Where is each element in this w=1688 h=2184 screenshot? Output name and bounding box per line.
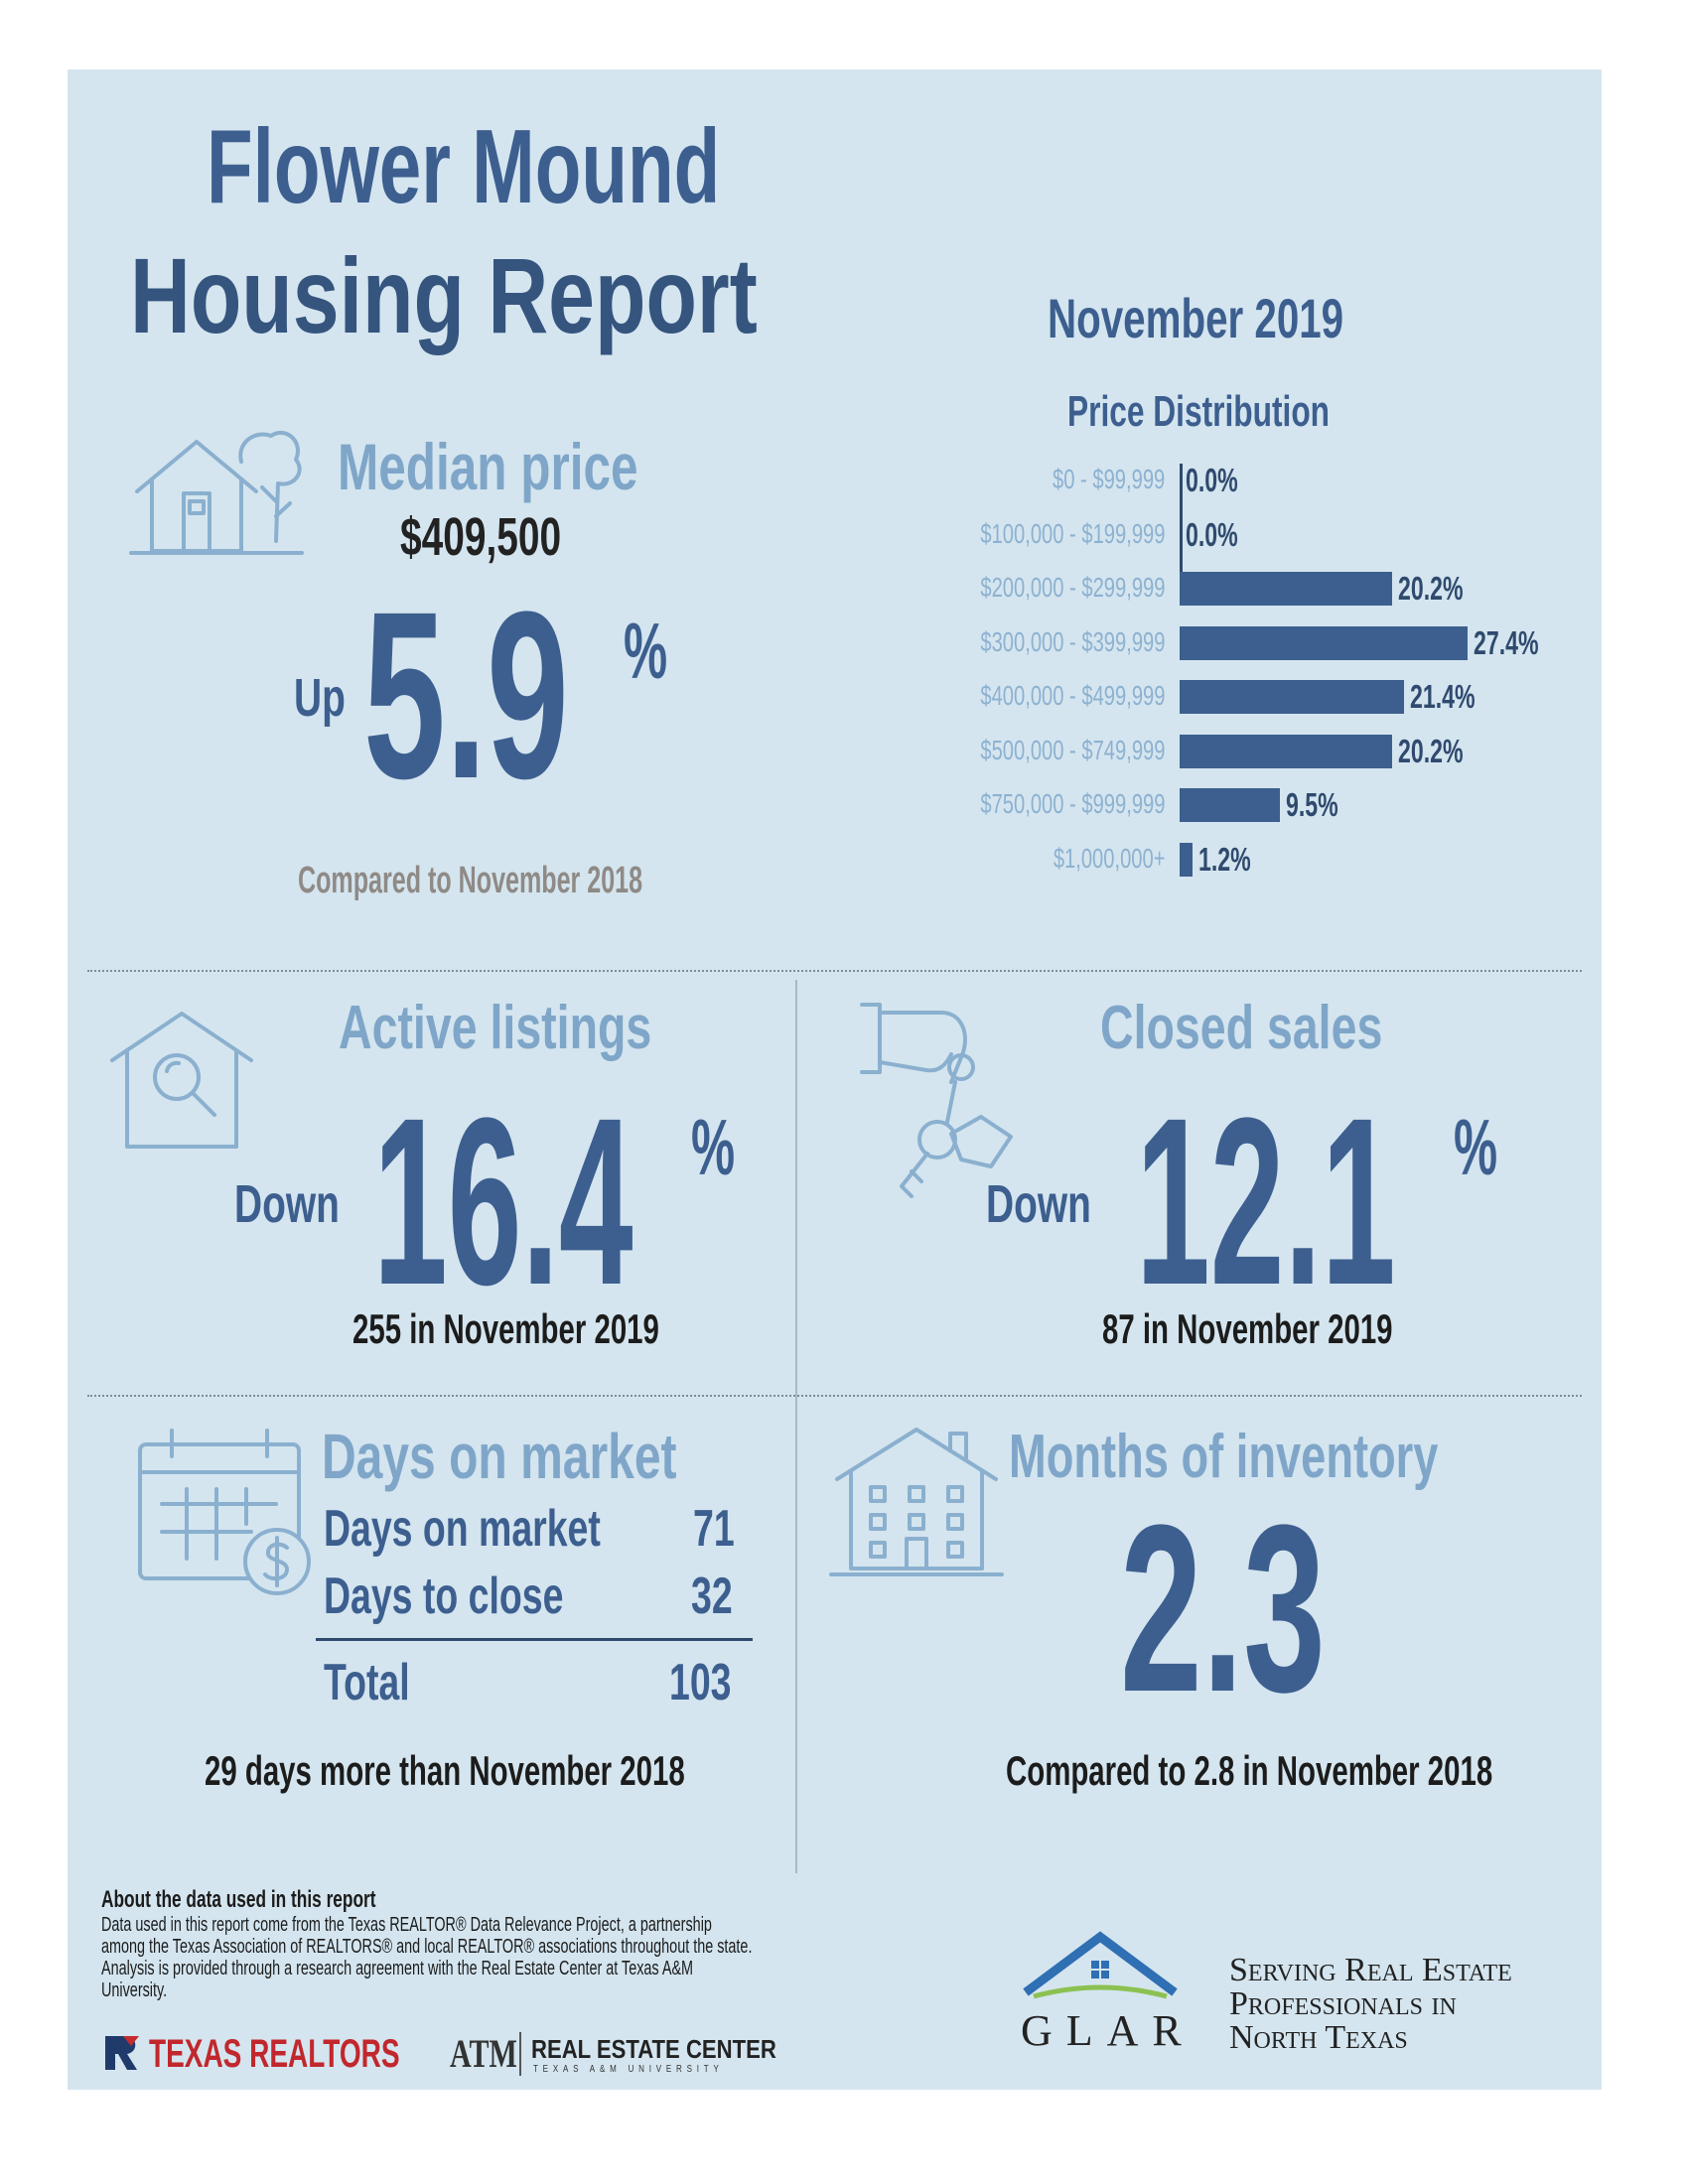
inventory-heading: Months of inventory [1009,1423,1439,1491]
townhouse-icon [829,1428,1004,1576]
house-search-icon [110,1012,253,1149]
texas-realtors-wordmark: TEXAS REALTORS [149,2032,400,2076]
chart-title: Price Distribution [1067,387,1331,436]
dom-row1-value: 71 [693,1500,735,1558]
tamu-separator [519,2032,521,2076]
inventory-value: 2.3 [1120,1475,1326,1741]
active-change-unit: % [691,1103,736,1191]
house-tree-icon [129,431,304,555]
chart-value-label: 27.4% [1474,623,1539,661]
chart-bar [1180,572,1392,606]
tamu-mark: ATM [450,2031,517,2076]
closed-change-unit: % [1454,1103,1498,1191]
glar-wordmark: GLAR [1021,2006,1196,2055]
active-detail: 255 in November 2019 [352,1305,659,1352]
title-line2: Housing Report [130,235,758,355]
chart-category-label: $100,000 - $199,999 [979,517,1165,549]
glar-tagline-line2: Professionals in [1229,1985,1457,2022]
title-line1: Flower Mound [207,108,721,225]
chart-value-label: 20.2% [1397,732,1464,769]
chart-bar [1180,788,1280,822]
median-change-value: 5.9 [363,562,569,828]
closed-sales-heading: Closed sales [1100,994,1383,1062]
rec-wordmark: REAL ESTATE CENTER [531,2034,776,2064]
chart-value-label: 0.0% [1186,515,1238,553]
dom-total-label: Total [324,1654,410,1711]
calendar-dollar-icon [138,1429,311,1595]
chart-bar [1180,842,1193,877]
dom-total-value: 103 [669,1654,732,1711]
chart-category-label: $1,000,000+ [1053,842,1165,874]
glar-tagline-line3: North Texas [1229,2019,1408,2056]
glar-house-logo-icon [1023,1931,1178,1999]
closed-change-value: 12.1 [1136,1068,1396,1334]
divider-top [87,970,1582,972]
tamu-logo: ATM REAL ESTATE CENTER TEXAS A&M UNIVERS… [450,2030,777,2080]
chart-category-label: $300,000 - $399,999 [979,625,1165,657]
chart-value-label: 9.5% [1285,786,1338,823]
chart-category-label: $400,000 - $499,999 [979,680,1165,711]
chart-value-label: 21.4% [1410,678,1476,715]
median-direction: Up [294,668,346,728]
chart-value-label: 20.2% [1397,570,1464,607]
glar-tagline: Serving Real Estate Professionals in Nor… [1229,1954,1512,2055]
active-direction: Down [234,1174,340,1234]
chart-axis [1180,464,1183,572]
divider-middle [87,1395,1582,1397]
divider-vertical [795,980,797,1873]
dom-row2-value: 32 [691,1568,733,1625]
report-card: Flower Mound Housing Report November 201… [68,69,1602,2090]
hand-keys-icon [860,1003,1013,1198]
median-comparison: Compared to November 2018 [298,860,643,901]
active-change-value: 16.4 [373,1068,633,1334]
dom-row2-label: Days to close [324,1568,564,1625]
dom-heading: Days on market [322,1421,677,1492]
report-period: November 2019 [1048,287,1344,349]
median-price-heading: Median price [338,430,638,503]
closed-detail: 87 in November 2019 [1102,1305,1393,1352]
price-distribution-chart: $0 - $99,999 $100,000 - $199,999 $200,000 … [594,462,1587,898]
chart-category-label: $200,000 - $299,999 [979,572,1165,603]
median-change-unit: % [624,607,668,695]
chart-category-label: $0 - $99,999 [1052,464,1165,494]
about-title: About the data used in this report [101,1886,376,1913]
chart-category-label: $500,000 - $749,999 [979,734,1165,765]
chart-value-label: 1.2% [1197,840,1251,878]
chart-bar [1180,734,1392,768]
dom-total-rule [316,1638,753,1641]
inventory-comparison: Compared to 2.8 in November 2018 [1006,1747,1493,1794]
glar-tagline-line1: Serving Real Estate [1229,1952,1512,1988]
about-text: Data used in this report come from the T… [101,1914,753,2001]
dom-comparison: 29 days more than November 2018 [205,1747,685,1794]
chart-category-label: $750,000 - $999,999 [979,788,1165,819]
rec-subtext: TEXAS A&M UNIVERSITY [533,2064,724,2075]
active-listings-heading: Active listings [339,994,652,1062]
dom-row1-label: Days on market [324,1500,601,1558]
texas-realtors-mark-icon [105,2036,139,2070]
median-price-value: $409,500 [400,507,562,567]
chart-value-label: 0.0% [1186,462,1238,498]
chart-bar [1180,680,1405,714]
closed-direction: Down [986,1174,1091,1234]
chart-bar [1180,625,1468,660]
